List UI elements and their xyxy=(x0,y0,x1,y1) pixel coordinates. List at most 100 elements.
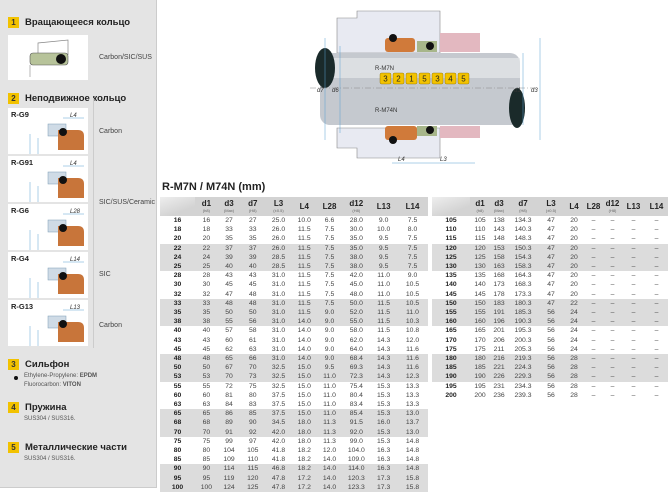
cell-d3: 114 xyxy=(217,464,241,474)
cell-d1: 22 xyxy=(195,243,218,253)
cell-l13: 11.0 xyxy=(377,290,390,298)
table-row: 160 160 196 190.3 56 24– – – – xyxy=(432,317,668,327)
section-title: Неподвижное кольцо xyxy=(25,93,127,104)
cell-l28: 11.0 xyxy=(316,372,343,382)
dim-d6: d6 xyxy=(332,88,339,94)
cell-d12: 83.4 xyxy=(349,401,363,409)
seat-drawing: L13 xyxy=(29,305,84,346)
cell-l3: 42.0 xyxy=(271,437,286,445)
header-l3: L3 (±0.5) xyxy=(538,197,564,216)
table-row: 100 100 124 125 47.8 17.2 14.0 123.3 17.3 15.8 xyxy=(160,482,428,493)
table-title: R-M7N / M74N (mm) xyxy=(162,181,266,193)
cell-d3: 55 xyxy=(217,317,241,327)
cell-d1: 16 xyxy=(202,217,211,224)
header-tolerance: (h8) xyxy=(202,208,210,213)
cell-d1: 65 xyxy=(195,409,218,419)
cell-d12: – xyxy=(610,336,615,344)
shaft-size: 65 xyxy=(160,409,196,419)
cell-l3: 31.0 xyxy=(271,345,286,353)
cell-d12: 68.4 xyxy=(342,354,371,364)
table-row: 200 200 236 239.3 56 28 – – – – xyxy=(432,391,668,400)
cell-l3: 41.8 xyxy=(271,456,286,464)
header-l14: L14 xyxy=(645,197,668,216)
seat-material: Carbon xyxy=(99,322,122,329)
cell-l28: – xyxy=(591,235,596,243)
cell-d3: 57 xyxy=(225,327,233,335)
seat-drawing: L4 xyxy=(29,161,84,202)
cell-l13: 9.5 xyxy=(378,235,389,243)
cell-d12: 72.3 xyxy=(342,372,371,382)
seat-material: SIC xyxy=(99,271,111,278)
cell-l28: 9.0 xyxy=(324,336,335,344)
cell-d12: 38.0 xyxy=(342,262,371,272)
cell-l14: 14.8 xyxy=(405,437,420,445)
cell-l13: – xyxy=(631,336,636,344)
cell-d7: 158.3 xyxy=(508,262,538,272)
cell-d7: 200.3 xyxy=(514,336,532,344)
cell-d3: 138 xyxy=(493,217,505,224)
rotating-ring-image xyxy=(8,35,88,80)
cell-d12: – xyxy=(610,382,615,390)
cell-l4: 24 xyxy=(570,327,578,335)
cell-l13: – xyxy=(622,262,645,272)
cell-l4: 17.2 xyxy=(291,473,317,483)
shaft-size: 22 xyxy=(160,243,196,253)
cell-d12: 104.0 xyxy=(347,447,365,455)
cell-l4: 18.2 xyxy=(291,464,317,474)
section-title: Вращающееся кольцо xyxy=(25,17,131,28)
cell-l28: 11.0 xyxy=(323,391,336,399)
table-row: 165 165 201 195.3 56 24 – – – – xyxy=(432,326,668,335)
cell-l13: – xyxy=(631,281,636,289)
cell-l13: 11.5 xyxy=(370,298,398,309)
table-row: 135 135 168 164.3 47 20 – – – – xyxy=(432,271,668,280)
header-d7: d7 (H8) xyxy=(240,197,266,216)
bellows-material-2: Fluorocarbon: VITON xyxy=(24,382,81,388)
cell-l3: 56 xyxy=(538,308,564,318)
table-row: 105 105 138 134.3 47 20 – – – – xyxy=(432,216,668,225)
cell-d12: 85.4 xyxy=(342,409,371,419)
cell-l14: 7.5 xyxy=(407,217,418,224)
shaft-size: 180 xyxy=(432,354,470,364)
cell-d12: – xyxy=(603,298,622,309)
cell-d1: 90 xyxy=(195,464,218,474)
table-row: 110 110 143 140.3 47 20 – – – – xyxy=(432,225,668,234)
cell-l4: 11.5 xyxy=(297,226,311,234)
cell-l28: 11.0 xyxy=(323,401,336,409)
cell-d1: 50 xyxy=(195,363,218,373)
seat-type-label: R-G4 xyxy=(11,254,29,263)
section-title: Металлические части xyxy=(25,442,127,453)
cell-d3: 33 xyxy=(225,226,233,234)
cell-d7: 85 xyxy=(240,409,266,419)
table-row: 16 16 27 27 25.0 10.0 6.6 28.0 9.0 7.5 xyxy=(160,216,428,225)
cell-l28: – xyxy=(584,262,603,272)
cell-d3: 216 xyxy=(490,354,508,364)
header-tolerance: (Max) xyxy=(493,208,505,213)
cell-l28: 14.0 xyxy=(316,464,343,474)
cell-d12: – xyxy=(610,281,615,289)
cell-d7: 97 xyxy=(248,437,257,445)
cell-l14: – xyxy=(654,382,659,390)
cell-l3: 47 xyxy=(547,217,555,224)
cell-l4: 24 xyxy=(564,308,584,318)
table-row: 190 190 226 229.3 56 28– – – – xyxy=(432,372,668,382)
bullet-icon xyxy=(14,376,18,380)
cell-l3: 34.5 xyxy=(265,418,292,428)
cell-l13: – xyxy=(622,363,645,373)
cell-l3: 26.0 xyxy=(271,235,286,243)
cell-l14: – xyxy=(645,372,668,382)
seat-dimension: L28 xyxy=(70,209,81,215)
cell-d1: 30 xyxy=(202,281,211,289)
cell-d3: 196 xyxy=(490,317,508,327)
cell-d1: 68 xyxy=(195,418,218,428)
divider xyxy=(93,98,94,348)
table-row: 75 75 99 97 42.0 18.0 11.3 99.0 15.3 14.8 xyxy=(160,437,428,446)
cell-l4: 11.5 xyxy=(297,235,311,243)
cell-l28: 7.5 xyxy=(316,243,343,253)
cell-l4: 15.0 xyxy=(297,382,311,390)
table-row: 43 43 60 61 31.0 14.0 9.0 62.0 14.3 12.0 xyxy=(160,336,428,345)
cell-l13: 17.3 xyxy=(370,482,398,493)
cell-d1: 145 xyxy=(474,290,486,298)
cell-d7: 35 xyxy=(248,235,257,243)
cell-d7: 75 xyxy=(248,382,257,390)
cell-l3: 25.0 xyxy=(271,217,286,224)
